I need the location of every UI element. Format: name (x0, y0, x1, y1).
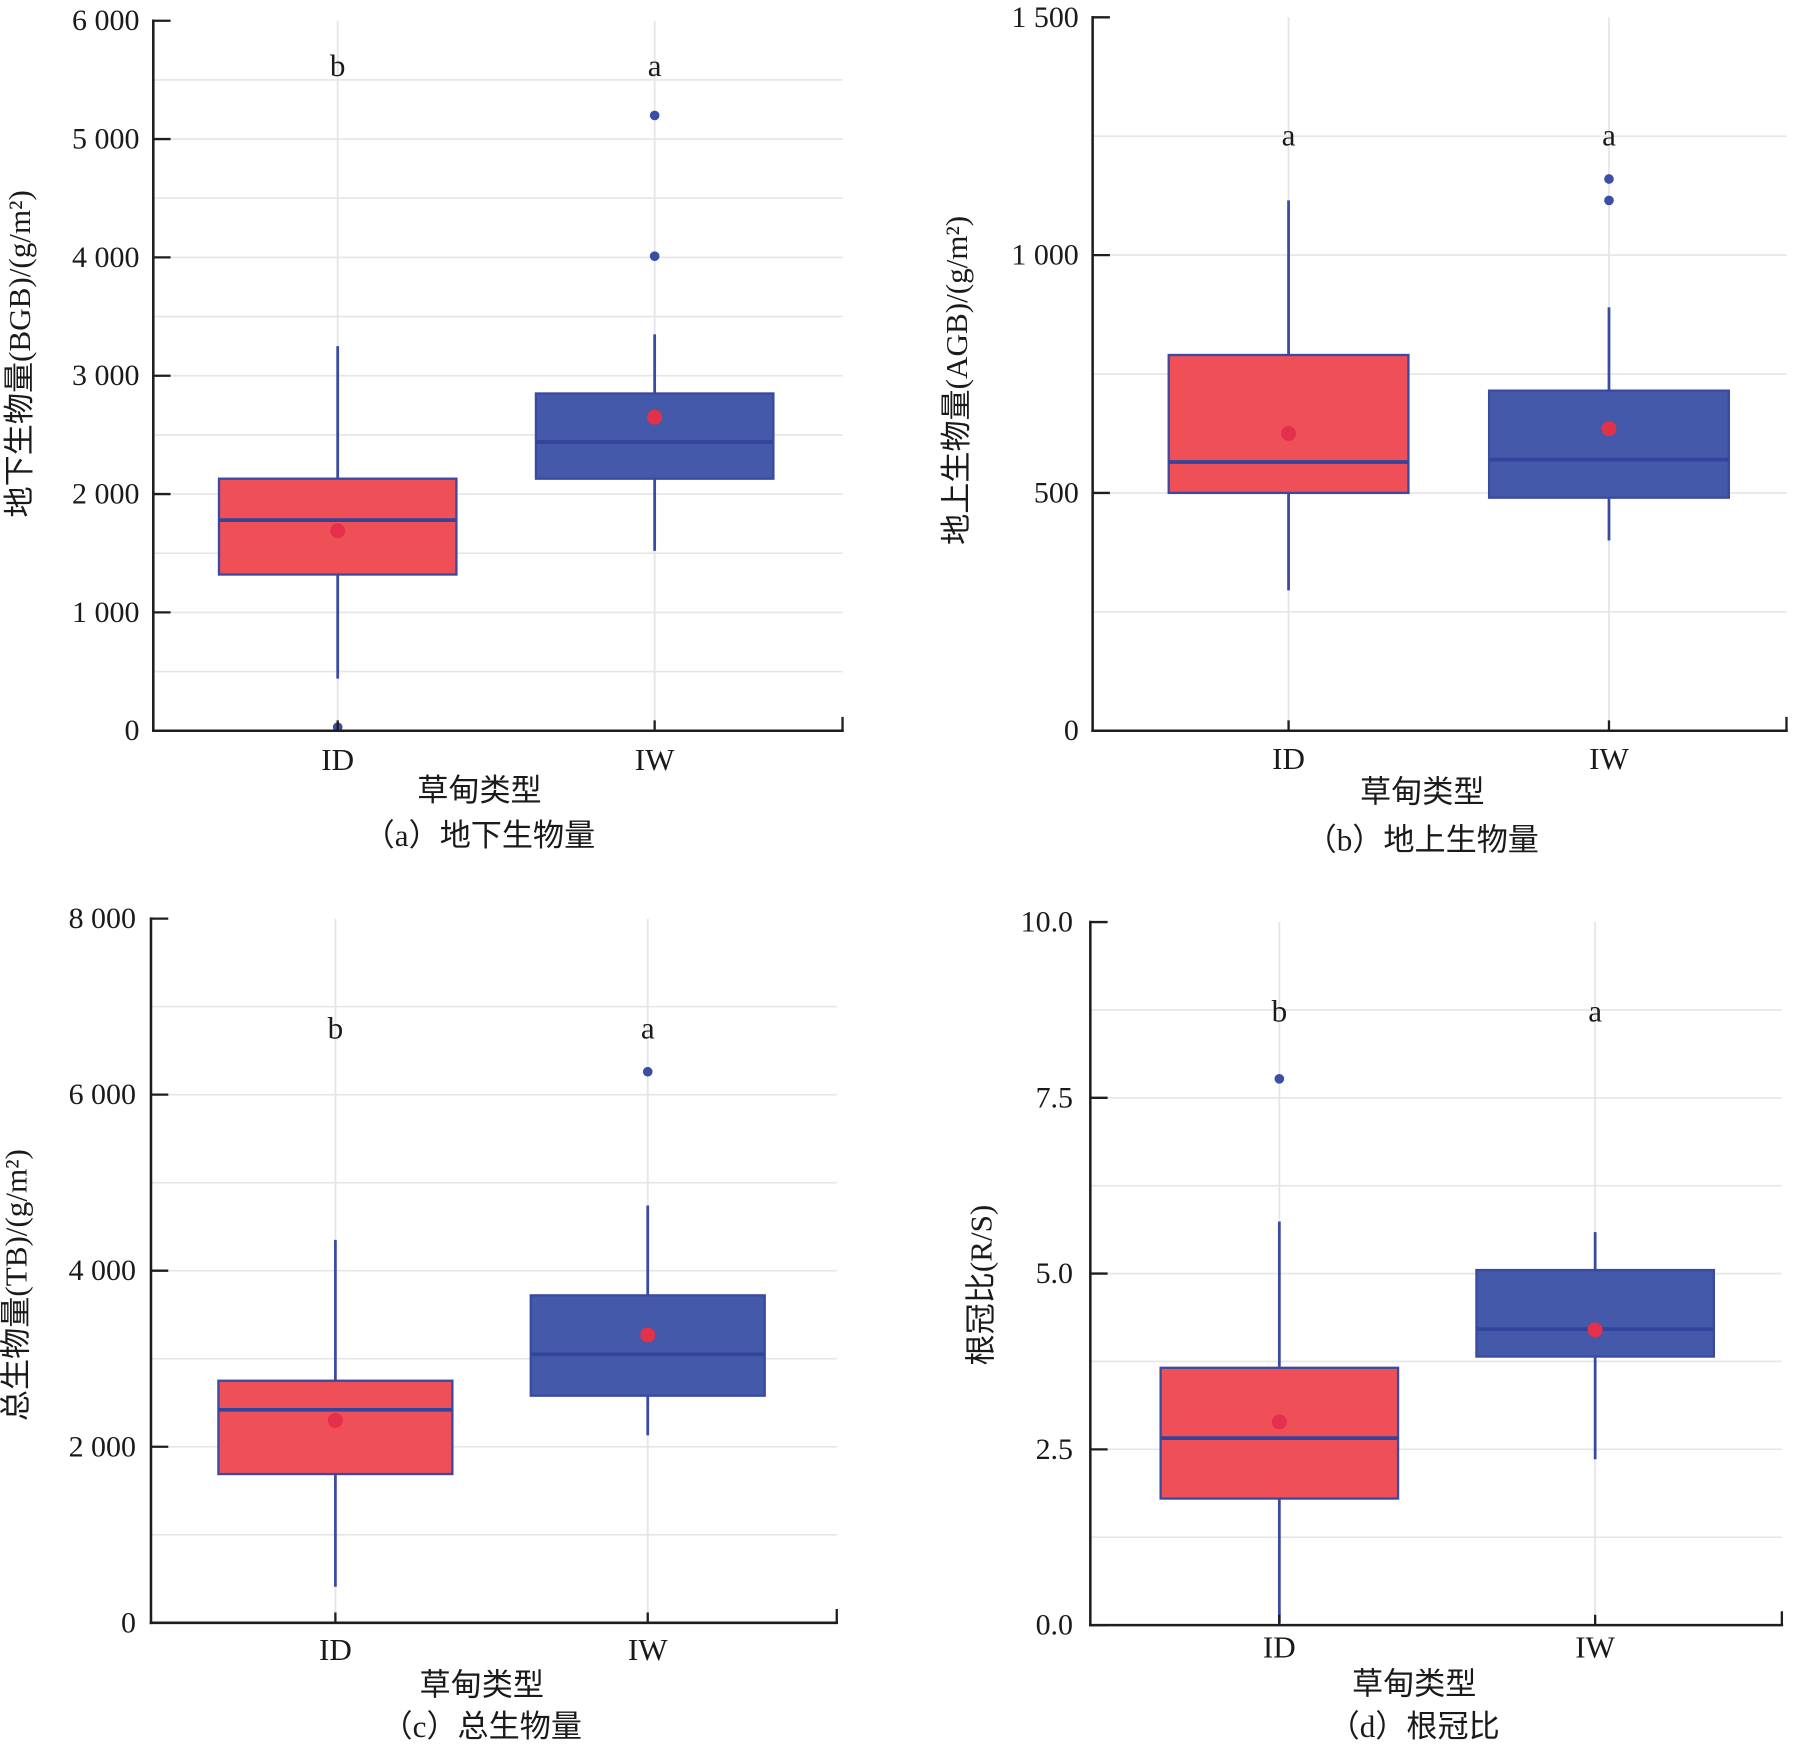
x-tick-label-ID: ID (321, 742, 354, 777)
y-tick-label: 6 000 (69, 1078, 136, 1111)
box-ID (1167, 353, 1410, 495)
y-tick-label: 8 000 (69, 902, 136, 935)
panel-caption: （d）根冠比 (1329, 1709, 1500, 1744)
mean-marker-ID (327, 1412, 343, 1428)
x-axis-title: 草甸类型 (420, 1668, 544, 1703)
mean-marker-IW (1601, 421, 1617, 437)
mean-marker-ID (330, 523, 346, 539)
y-tick-label: 0.0 (1036, 1609, 1073, 1642)
outlier-point-IW (1604, 195, 1614, 206)
y-axis-title: 地下生物量(BGB)/(g/m²) (2, 190, 37, 517)
panel-b-aboveground-biomass: a ID a IW 0 500 1 000 1 500 地上生物量(AGB)/(g/m²) 草甸类… (939, 1, 1788, 858)
outlier-point-IW (649, 251, 660, 262)
outlier-point-ID (1274, 1073, 1285, 1084)
y-tick-label: 6 000 (72, 4, 139, 37)
significance-letter-ID: b (330, 48, 346, 83)
y-axis-title: 地上生物量(AGB)/(g/m²) (939, 216, 974, 545)
panel-d-root-shoot-ratio: b ID a IW 0.0 2.5 5.0 7.5 10.0 根冠比(R/S) 草甸类型 （d）根冠比 (963, 906, 1784, 1744)
x-axis-title: 草甸类型 (1360, 774, 1484, 809)
outlier-point-IW (642, 1066, 653, 1077)
panel-c-total-biomass: b ID a IW 0 2 000 4 000 6 000 8 000 总生物量(TB)/(g/m… (0, 902, 839, 1744)
y-tick-label: 0 (124, 714, 139, 747)
x-tick-label-ID: ID (1263, 1630, 1296, 1665)
y-tick-label: 0 (1064, 714, 1079, 747)
panel-a-belowground-biomass: b ID a IW 0 1 000 2 000 3 000 4 000 5 000 6 000 地下生… (2, 4, 844, 853)
y-axis-title: 根冠比(R/S) (963, 1205, 998, 1366)
box-ID (1159, 1366, 1400, 1500)
mean-marker-IW (647, 409, 663, 425)
y-tick-label: 5 000 (72, 123, 139, 156)
y-tick-label: 7.5 (1036, 1081, 1073, 1114)
panel-caption: （a）地下生物量 (364, 818, 596, 853)
y-tick-label: 500 (1034, 476, 1079, 509)
x-axis-title: 草甸类型 (417, 773, 541, 808)
y-tick-label: 4 000 (72, 241, 139, 274)
y-tick-label: 1 500 (1011, 1, 1078, 34)
y-axis-title: 总生物量(TB)/(g/m²) (0, 1149, 34, 1421)
box-IW (1487, 389, 1730, 499)
mean-marker-IW (1587, 1322, 1603, 1338)
box-IW (529, 1294, 766, 1397)
significance-letter-IW: a (648, 48, 662, 83)
significance-letter-ID: a (1282, 117, 1296, 152)
mean-marker-ID (1281, 425, 1297, 441)
y-tick-label: 2 000 (72, 478, 139, 511)
x-tick-label-ID: ID (1272, 741, 1305, 776)
mean-marker-ID (1271, 1414, 1287, 1430)
outlier-point-IW (1604, 174, 1614, 184)
box-IW (1475, 1268, 1716, 1358)
x-tick-label-IW: IW (1575, 1630, 1615, 1665)
y-tick-label: 3 000 (72, 359, 139, 392)
panel-caption: （b）地上生物量 (1306, 823, 1539, 858)
significance-letter-IW: a (1588, 993, 1602, 1028)
significance-letter-IW: a (1602, 117, 1616, 152)
mean-marker-IW (640, 1327, 656, 1343)
panel-caption: （c）总生物量 (382, 1709, 582, 1744)
x-tick-label-IW: IW (1589, 741, 1629, 776)
significance-letter-IW: a (641, 1011, 655, 1046)
significance-letter-ID: b (328, 1011, 344, 1046)
y-tick-label: 2 000 (69, 1430, 136, 1463)
box-IW (534, 392, 775, 480)
y-tick-label: 2.5 (1036, 1433, 1073, 1466)
y-tick-label: 5.0 (1036, 1257, 1073, 1290)
x-tick-label-IW: IW (628, 1632, 668, 1667)
outlier-point-IW (649, 110, 660, 121)
x-axis-title: 草甸类型 (1352, 1666, 1476, 1701)
y-tick-label: 1 000 (72, 596, 139, 629)
y-tick-label: 1 000 (1011, 239, 1078, 272)
y-tick-label: 0 (121, 1606, 136, 1639)
y-tick-label: 4 000 (69, 1254, 136, 1287)
significance-letter-ID: b (1272, 993, 1288, 1028)
x-tick-label-IW: IW (635, 742, 675, 777)
y-tick-label: 10.0 (1021, 906, 1073, 939)
x-tick-label-ID: ID (319, 1632, 352, 1667)
